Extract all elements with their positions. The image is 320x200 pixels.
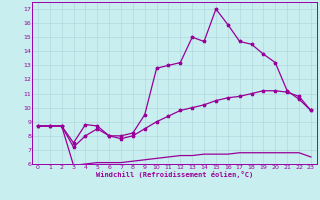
- X-axis label: Windchill (Refroidissement éolien,°C): Windchill (Refroidissement éolien,°C): [96, 171, 253, 178]
